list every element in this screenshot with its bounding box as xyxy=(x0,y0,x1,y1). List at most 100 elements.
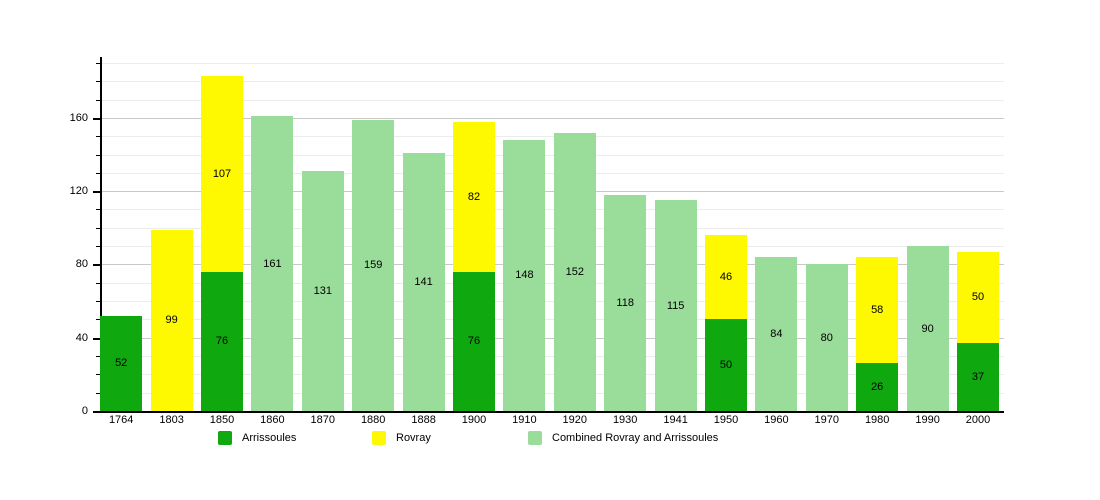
bar-segment-rovray xyxy=(957,251,999,344)
minor-gridline xyxy=(100,374,1004,376)
x-axis-tick-label: 1920 xyxy=(562,414,588,426)
y-axis-tick-label: 160 xyxy=(69,111,88,124)
y-axis-minor-tick xyxy=(96,246,100,248)
y-axis-minor-tick xyxy=(96,227,100,229)
minor-gridline xyxy=(100,227,1004,229)
minor-gridline xyxy=(100,319,1004,321)
bar-segment-combined-rovray-and-arrissoules xyxy=(301,171,344,411)
bar-value-label: 99 xyxy=(165,314,178,327)
legend-label: Arrissoules xyxy=(242,432,297,444)
major-gridline xyxy=(100,337,1004,339)
legend-swatch-icon xyxy=(218,431,232,445)
y-axis-tick-label: 80 xyxy=(75,258,88,271)
x-axis-tick-label: 1850 xyxy=(209,414,235,426)
bar-segment-combined-rovray-and-arrissoules xyxy=(352,119,395,411)
bar-segment-rovray xyxy=(856,257,899,364)
bar-segment-combined-rovray-and-arrissoules xyxy=(604,194,647,411)
x-axis-tick-label: 1980 xyxy=(864,414,890,426)
x-axis-tick-label: 1970 xyxy=(814,414,840,426)
bar-value-label: 80 xyxy=(820,331,833,344)
bar-segment-rovray xyxy=(705,235,747,320)
y-axis-tick-label: 0 xyxy=(81,405,88,417)
y-axis-line xyxy=(100,57,102,413)
bar-segment-combined-rovray-and-arrissoules xyxy=(755,257,798,411)
y-axis-major-tick xyxy=(93,264,100,267)
y-axis-major-tick xyxy=(93,117,100,120)
minor-gridline xyxy=(100,282,1004,284)
bar-value-label: 76 xyxy=(467,335,481,348)
y-axis-minor-tick xyxy=(96,62,100,64)
legend-swatch-icon xyxy=(528,431,542,445)
bar-value-label: 115 xyxy=(666,299,685,312)
minor-gridline xyxy=(100,154,1004,156)
bar-segment-combined-rovray-and-arrissoules xyxy=(251,116,294,411)
minor-gridline xyxy=(100,356,1004,358)
bar-value-label: 84 xyxy=(770,328,783,341)
y-axis-tick-label: 40 xyxy=(75,331,88,344)
bar-value-label: 50 xyxy=(971,291,985,304)
bar-value-label: 52 xyxy=(115,357,128,370)
bar-value-label: 50 xyxy=(719,359,733,372)
y-axis-minor-tick xyxy=(96,209,100,211)
x-axis-tick-label: 2000 xyxy=(965,414,991,426)
x-axis-tick-label: 1870 xyxy=(310,414,336,426)
legend-item: Rovray xyxy=(372,431,431,445)
minor-gridline xyxy=(100,136,1004,138)
y-axis-minor-tick xyxy=(96,81,100,83)
x-axis-line xyxy=(100,411,1004,413)
bar-segment-arrissoules xyxy=(201,271,243,411)
y-axis-minor-tick xyxy=(96,319,100,321)
bar-value-label: 118 xyxy=(616,296,634,309)
bar-value-label: 26 xyxy=(871,381,884,394)
bar-segment-arrissoules xyxy=(453,271,495,411)
bar-value-label: 131 xyxy=(313,285,332,297)
x-axis-tick-label: 1941 xyxy=(663,414,688,426)
x-axis-tick-label: 1930 xyxy=(612,414,638,426)
minor-gridline xyxy=(100,99,1004,101)
x-axis-tick-label: 1803 xyxy=(159,414,184,426)
y-axis-minor-tick xyxy=(96,172,100,174)
bar-segment-rovray xyxy=(150,229,193,411)
bar-value-label: 37 xyxy=(971,371,985,384)
bar-value-label: 90 xyxy=(921,322,934,335)
x-axis-tick-label: 1910 xyxy=(512,414,537,426)
minor-gridline xyxy=(100,172,1004,174)
bar-segment-arrissoules xyxy=(100,315,143,411)
bar-value-label: 141 xyxy=(414,275,433,288)
y-axis-major-tick xyxy=(93,411,100,413)
y-axis-minor-tick xyxy=(96,301,100,303)
major-gridline xyxy=(100,191,1004,193)
major-gridline xyxy=(100,264,1004,266)
x-axis-tick-label: 1960 xyxy=(764,414,789,426)
bar-segment-combined-rovray-and-arrissoules xyxy=(654,200,697,411)
minor-gridline xyxy=(100,392,1004,394)
x-axis-tick-label: 1950 xyxy=(713,414,739,426)
bar-value-label: 152 xyxy=(565,265,584,278)
x-axis-tick-label: 1888 xyxy=(411,414,436,426)
bar-segment-combined-rovray-and-arrissoules xyxy=(553,132,596,411)
x-axis-tick-label: 1764 xyxy=(108,414,134,426)
y-axis-minor-tick xyxy=(96,99,100,101)
x-axis-tick-label: 1990 xyxy=(915,414,940,426)
minor-gridline xyxy=(100,209,1004,211)
minor-gridline xyxy=(100,81,1004,83)
bar-segment-combined-rovray-and-arrissoules xyxy=(402,152,445,411)
bar-segment-combined-rovray-and-arrissoules xyxy=(805,264,848,411)
bar-segment-arrissoules xyxy=(957,343,999,411)
bar-value-label: 161 xyxy=(263,257,282,270)
bar-value-label: 148 xyxy=(515,269,534,282)
y-axis-minor-tick xyxy=(96,356,100,358)
bar-segment-rovray xyxy=(201,75,243,272)
y-axis-major-tick xyxy=(93,191,100,194)
y-axis-minor-tick xyxy=(96,154,100,156)
bar-value-label: 159 xyxy=(364,259,383,272)
bar-segment-arrissoules xyxy=(856,363,899,411)
y-axis-minor-tick xyxy=(96,374,100,376)
bar-value-label: 46 xyxy=(719,271,733,284)
bar-segment-rovray xyxy=(453,121,495,272)
x-axis-tick-label: 1880 xyxy=(360,414,386,426)
y-axis-major-tick xyxy=(93,337,100,340)
